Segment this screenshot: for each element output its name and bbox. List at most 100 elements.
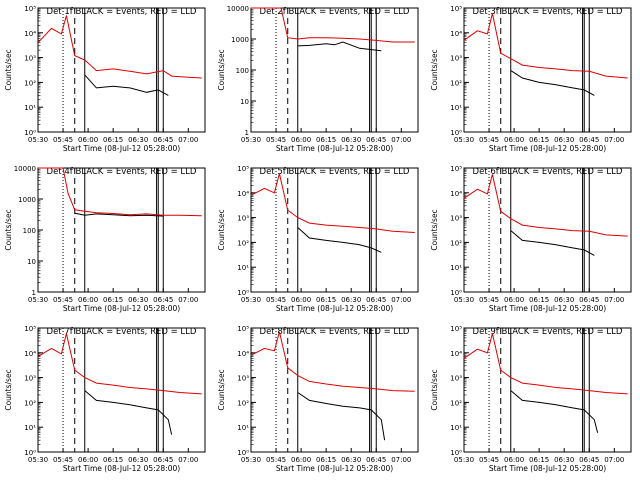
x-tick-label: 05:30 <box>241 136 261 144</box>
y-tick-label: 10000 <box>227 5 249 13</box>
x-tick-label: 06:45 <box>153 136 173 144</box>
x-tick-label: 05:45 <box>479 456 499 464</box>
det-panel-6: Det 6f BLACK = Events, RED = LLD 05:30 05:… <box>430 165 632 313</box>
x-tick-label: 06:00 <box>504 456 524 464</box>
det-panel-8: Det 8f BLACK = Events, RED = LLD 05:30 05:… <box>217 325 419 473</box>
plot-frame <box>463 7 632 133</box>
x-tick-label: 06:15 <box>103 296 123 304</box>
y-tick-label: 10⁰ <box>237 449 249 457</box>
x-tick-label: 06:15 <box>529 136 549 144</box>
events-series-line <box>297 41 382 52</box>
x-tick-label: 05:45 <box>266 136 286 144</box>
y-tick-label: 10⁴ <box>450 350 462 358</box>
x-tick-label: 06:30 <box>128 296 148 304</box>
y-tick-label: 100 <box>236 67 249 75</box>
y-tick-label: 10³ <box>24 55 36 63</box>
y-tick-label: 10³ <box>450 375 462 383</box>
plot-frame <box>250 167 419 293</box>
panel-title: Det 2f BLACK = Events, RED = LLD <box>260 7 410 17</box>
y-tick-label: 10 <box>240 98 249 106</box>
det-panel-1: Det 1f BLACK = Events, RED = LLD 05:30 05:… <box>4 5 206 153</box>
y-axis-label: Counts/sec <box>4 49 13 90</box>
y-tick-label: 10⁵ <box>237 165 249 173</box>
det-panel-9: Det 9f BLACK = Events, RED = LLD 05:30 05:… <box>430 325 632 473</box>
events-series-line <box>510 70 595 96</box>
y-tick-label: 10⁵ <box>24 325 36 333</box>
y-tick-label: 10⁰ <box>450 129 462 137</box>
panel-title: Det 4f BLACK = Events, RED = LLD <box>47 167 197 177</box>
x-tick-label: 06:00 <box>291 296 311 304</box>
x-tick-label: 07:00 <box>391 136 411 144</box>
plot-frame <box>37 7 206 133</box>
y-tick-label: 10⁵ <box>450 325 462 333</box>
x-tick-label: 06:15 <box>529 456 549 464</box>
y-tick-label: 10⁵ <box>450 5 462 13</box>
y-axis-label: Counts/sec <box>217 209 226 250</box>
lld-series-line <box>250 331 415 392</box>
y-tick-label: 10² <box>450 79 462 87</box>
x-tick-label: 05:45 <box>479 136 499 144</box>
x-axis-label: Start Time (08-Jul-12 05:28:00) <box>63 144 180 153</box>
events-series-line <box>74 212 164 217</box>
x-tick-label: 06:30 <box>341 136 361 144</box>
x-axis-label: Start Time (08-Jul-12 05:28:00) <box>276 304 393 313</box>
y-axis-label: Counts/sec <box>430 369 439 410</box>
events-series-line <box>510 230 595 256</box>
y-tick-label: 10² <box>237 399 249 407</box>
y-tick-label: 10¹ <box>24 424 36 432</box>
x-tick-label: 07:00 <box>178 136 198 144</box>
x-tick-label: 06:30 <box>341 456 361 464</box>
x-tick-label: 06:45 <box>579 456 599 464</box>
x-tick-label: 07:00 <box>604 136 624 144</box>
y-axis-label: Counts/sec <box>217 49 226 90</box>
x-tick-label: 06:45 <box>153 296 173 304</box>
panel-title: Det 9f BLACK = Events, RED = LLD <box>473 327 623 337</box>
y-tick-label: 10⁴ <box>237 190 249 198</box>
plot-frame <box>250 327 419 453</box>
x-tick-label: 06:00 <box>504 136 524 144</box>
y-tick-label: 10² <box>450 239 462 247</box>
y-axis-label: Counts/sec <box>430 209 439 250</box>
x-tick-label: 06:00 <box>504 296 524 304</box>
x-tick-label: 06:00 <box>78 456 98 464</box>
x-tick-label: 05:30 <box>454 136 474 144</box>
y-tick-label: 10000 <box>14 165 36 173</box>
x-tick-label: 05:30 <box>241 456 261 464</box>
events-series-line <box>84 390 173 435</box>
x-tick-label: 05:30 <box>241 296 261 304</box>
y-tick-label: 10³ <box>450 215 462 223</box>
y-tick-label: 10¹ <box>450 104 462 112</box>
y-tick-label: 10⁰ <box>24 449 36 457</box>
x-tick-label: 06:45 <box>366 296 386 304</box>
y-tick-label: 10¹ <box>24 104 36 112</box>
x-tick-label: 06:15 <box>316 136 336 144</box>
x-tick-label: 06:15 <box>103 136 123 144</box>
y-tick-label: 10 <box>27 258 36 266</box>
y-tick-label: 10⁴ <box>24 30 36 38</box>
x-tick-label: 07:00 <box>178 456 198 464</box>
x-tick-label: 05:30 <box>454 456 474 464</box>
x-tick-label: 06:30 <box>128 456 148 464</box>
lld-series-line <box>463 13 628 79</box>
events-series-line <box>297 392 386 441</box>
plot-frame <box>463 327 632 453</box>
x-tick-label: 07:00 <box>178 296 198 304</box>
y-tick-label: 10⁴ <box>24 350 36 358</box>
y-tick-label: 1000 <box>231 36 249 44</box>
panel-title: Det 7f BLACK = Events, RED = LLD <box>47 327 197 337</box>
det-panel-2: Det 2f BLACK = Events, RED = LLD 05:30 05:… <box>217 5 419 153</box>
x-tick-label: 06:15 <box>316 456 336 464</box>
y-tick-label: 1 <box>32 289 36 297</box>
x-tick-label: 06:00 <box>291 456 311 464</box>
lld-series-line <box>38 167 202 217</box>
x-tick-label: 07:00 <box>391 296 411 304</box>
y-tick-label: 100 <box>23 227 36 235</box>
x-axis-label: Start Time (08-Jul-12 05:28:00) <box>63 464 180 473</box>
x-axis-label: Start Time (08-Jul-12 05:28:00) <box>489 464 606 473</box>
x-tick-label: 06:45 <box>366 456 386 464</box>
x-axis-label: Start Time (08-Jul-12 05:28:00) <box>489 144 606 153</box>
plot-frame <box>37 327 206 453</box>
x-tick-label: 05:45 <box>479 296 499 304</box>
y-tick-label: 10³ <box>450 55 462 63</box>
x-tick-label: 06:30 <box>128 136 148 144</box>
